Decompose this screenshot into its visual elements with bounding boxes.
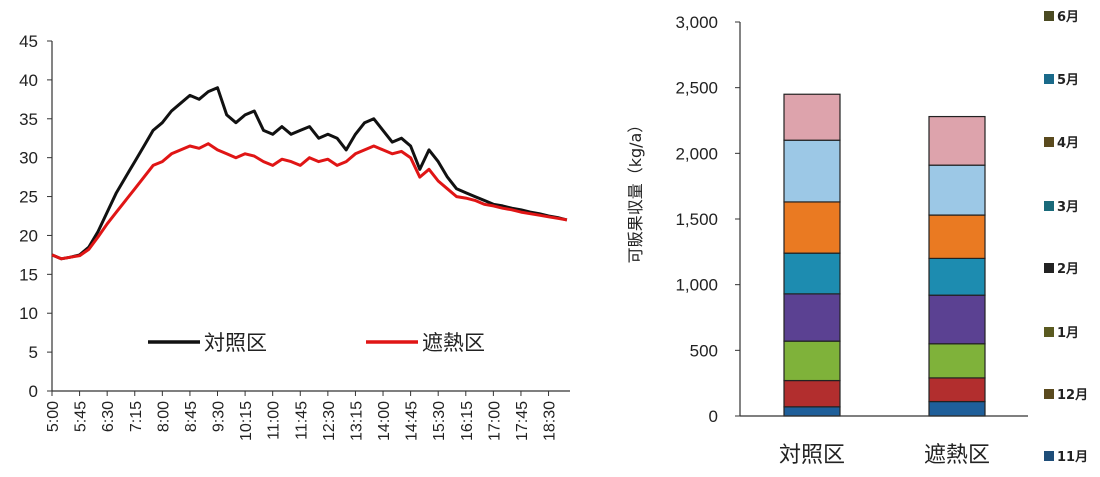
line-chart-x-axis: 5:00 5:45 6:30 7:15 8:00 8:45 9:30 10:15 11:00 11… (45, 390, 570, 441)
bar-segment (928, 377, 986, 403)
legend-swatch (1044, 11, 1054, 21)
bar-chart-legend: 11月 12月 1月 2月 3月 4月 5月 6月 (1044, 10, 1088, 465)
x-tick-label: 17:00 (486, 401, 503, 441)
legend-label: 2月 (1057, 262, 1079, 277)
bar-segment (928, 343, 986, 379)
legend-label: 1月 (1057, 326, 1079, 341)
legend-label: 6月 (1057, 10, 1079, 25)
yield-stacked-bar-chart: 0 500 1,000 1,500 2,000 2,500 3,000 可販果収量（kg/a… (626, 10, 1088, 468)
series-line-control (51, 86, 568, 261)
legend-label: 12月 (1057, 388, 1088, 403)
y-tick-label: 2,000 (675, 144, 718, 163)
x-tick-label: 6:30 (100, 401, 117, 432)
x-tick-label: 14:00 (376, 401, 393, 441)
bar-segment (928, 115, 986, 166)
x-tick-label: 7:15 (128, 401, 145, 432)
legend-label: 遮熱区 (422, 331, 485, 355)
x-tick-label: 8:45 (183, 401, 200, 432)
x-tick-label: 13:15 (348, 401, 365, 441)
y-tick-label: 25 (19, 188, 38, 207)
x-tick-label: 12:30 (321, 401, 338, 441)
legend-swatch (1044, 389, 1054, 399)
bar-category-label: 遮熱区 (924, 443, 990, 468)
line-chart-legend: 対照区 遮熱区 (148, 331, 485, 355)
bar-segment (783, 293, 841, 342)
series-line-heat-shield (51, 142, 568, 261)
bar-segment (928, 164, 986, 216)
x-tick-label: 11:00 (266, 401, 283, 440)
y-tick-label: 1,500 (675, 210, 718, 229)
y-tick-label: 3,000 (675, 13, 718, 32)
y-tick-label: 10 (19, 304, 38, 323)
bar-segment (928, 400, 986, 417)
legend-swatch (1044, 263, 1054, 273)
bar-segment (783, 93, 841, 141)
x-tick-label: 15:30 (431, 401, 448, 441)
bar-segment (783, 201, 841, 254)
temperature-line-chart: 0 5 10 15 20 25 30 35 40 45 5:00 5:45 6:30 7:15 8:00 8… (19, 32, 570, 441)
bar-segment (783, 406, 841, 417)
bar-segment (783, 340, 841, 382)
x-tick-label: 14:45 (404, 401, 421, 441)
line-chart-y-axis: 0 5 10 15 20 25 30 35 40 45 (19, 32, 53, 401)
bar-segment (783, 139, 841, 203)
bar-chart-y-axis-label: 可販果収量（kg/a） (626, 117, 645, 264)
legend-swatch (1044, 201, 1054, 211)
bar-segment (783, 252, 841, 295)
y-tick-label: 15 (19, 265, 38, 284)
y-tick-label: 35 (19, 110, 38, 129)
x-tick-label: 18:30 (542, 401, 559, 441)
y-tick-label: 5 (29, 343, 38, 362)
y-tick-label: 30 (19, 149, 38, 168)
x-tick-label: 5:00 (45, 401, 62, 432)
y-tick-label: 2,500 (675, 79, 718, 98)
legend-label: 対照区 (204, 331, 267, 355)
legend-label: 4月 (1057, 136, 1079, 151)
x-tick-label: 5:45 (73, 401, 90, 432)
y-tick-label: 45 (19, 32, 38, 51)
bar-segment (928, 214, 986, 259)
bar-category-label: 対照区 (779, 443, 845, 468)
legend-swatch (1044, 137, 1054, 147)
legend-label: 3月 (1057, 200, 1079, 215)
legend-label: 11月 (1057, 450, 1088, 465)
x-tick-label: 16:15 (459, 401, 476, 441)
x-tick-label: 9:30 (211, 401, 228, 432)
legend-swatch (1044, 327, 1054, 337)
y-tick-label: 0 (29, 382, 38, 401)
y-tick-label: 1,000 (675, 276, 718, 295)
x-tick-label: 8:00 (155, 401, 172, 432)
bar-chart-x-axis: 対照区 遮熱区 (740, 415, 1028, 468)
x-tick-label: 17:45 (514, 401, 531, 441)
legend-swatch (1044, 451, 1054, 461)
bar-segment (928, 257, 986, 296)
x-tick-label: 11:45 (293, 401, 310, 440)
line-chart-series (51, 86, 568, 261)
y-tick-label: 20 (19, 226, 38, 245)
y-tick-label: 500 (690, 341, 718, 360)
bar-segment (928, 294, 986, 345)
y-tick-label: 40 (19, 71, 38, 90)
legend-label: 5月 (1057, 73, 1079, 88)
bar-chart-y-axis: 0 500 1,000 1,500 2,000 2,500 3,000 (675, 13, 741, 426)
x-tick-label: 10:15 (238, 401, 255, 441)
legend-swatch (1044, 74, 1054, 84)
y-tick-label: 0 (709, 407, 718, 426)
bar-segment (783, 379, 841, 408)
bar-chart-bars (783, 93, 986, 417)
